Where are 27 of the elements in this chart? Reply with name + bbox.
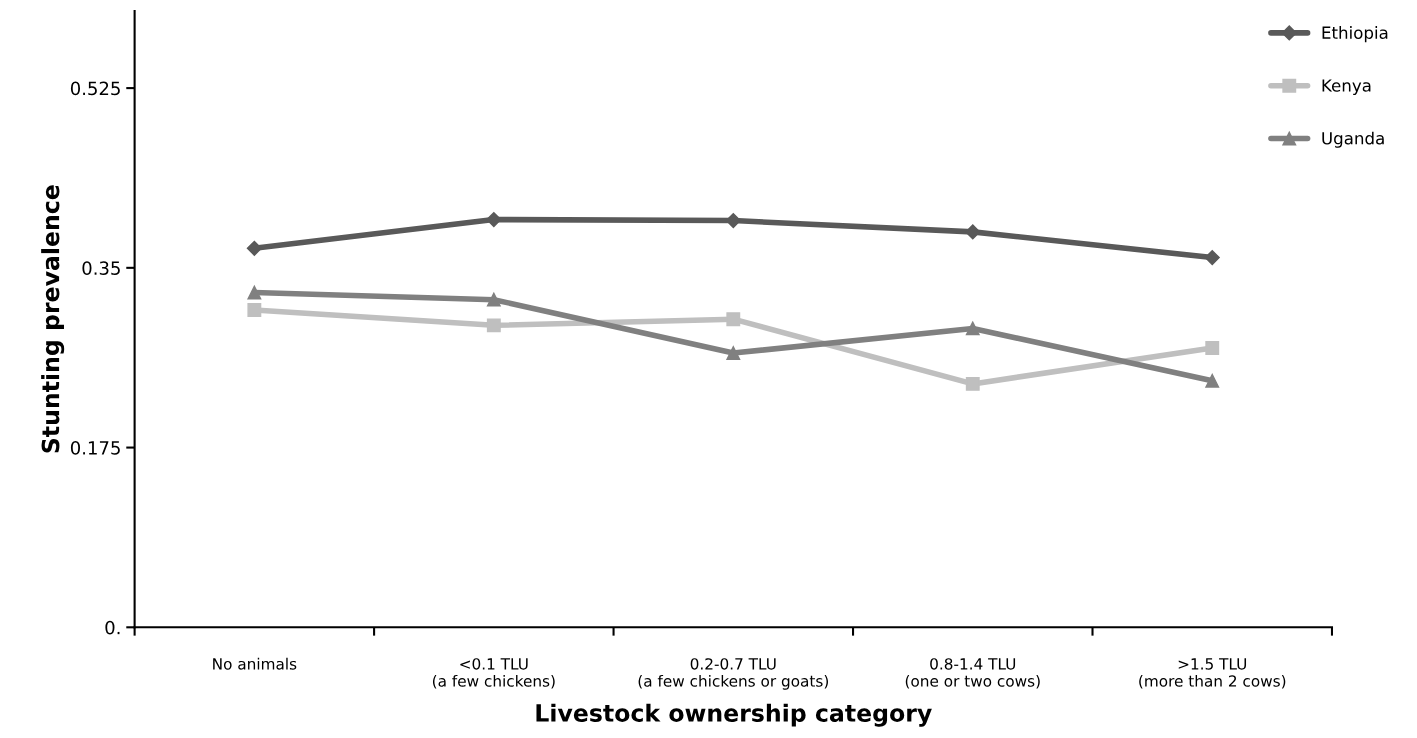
x-tick-label: 0.8-1.4 TLU (one or two cows) bbox=[905, 658, 1040, 689]
point bbox=[246, 240, 262, 256]
legend-label: Uganda bbox=[1322, 131, 1384, 148]
y-tick-label: 0.525 bbox=[70, 81, 120, 96]
y-tick-label: 0. bbox=[105, 620, 120, 635]
point bbox=[965, 321, 980, 336]
point bbox=[1204, 249, 1220, 266]
point bbox=[247, 302, 262, 317]
x-axis-title: Livestock ownership category bbox=[536, 703, 932, 727]
point bbox=[726, 346, 741, 361]
point bbox=[486, 292, 501, 307]
y-tick-label: 0.175 bbox=[70, 441, 120, 455]
x-tick-label: <0.1 TLU (a few chickens) bbox=[432, 658, 555, 689]
legend-label: Kenya bbox=[1322, 79, 1371, 95]
point bbox=[965, 376, 980, 391]
point bbox=[1205, 340, 1220, 355]
x-tick-label: >1.5 TLU (more than 2 cows) bbox=[1139, 658, 1286, 689]
y-axis-title: Stunting prevalence bbox=[41, 185, 65, 453]
x-tick-label: No animals bbox=[213, 657, 297, 670]
point bbox=[726, 312, 741, 327]
legend-label: Ethiopia bbox=[1322, 26, 1388, 43]
y-tick-label: 0.35 bbox=[82, 261, 120, 275]
point bbox=[486, 318, 501, 333]
point bbox=[247, 285, 262, 300]
x-tick-label: 0.2-0.7 TLU (a few chickens or goats) bbox=[638, 658, 828, 690]
point bbox=[965, 224, 981, 240]
point bbox=[1205, 373, 1220, 388]
